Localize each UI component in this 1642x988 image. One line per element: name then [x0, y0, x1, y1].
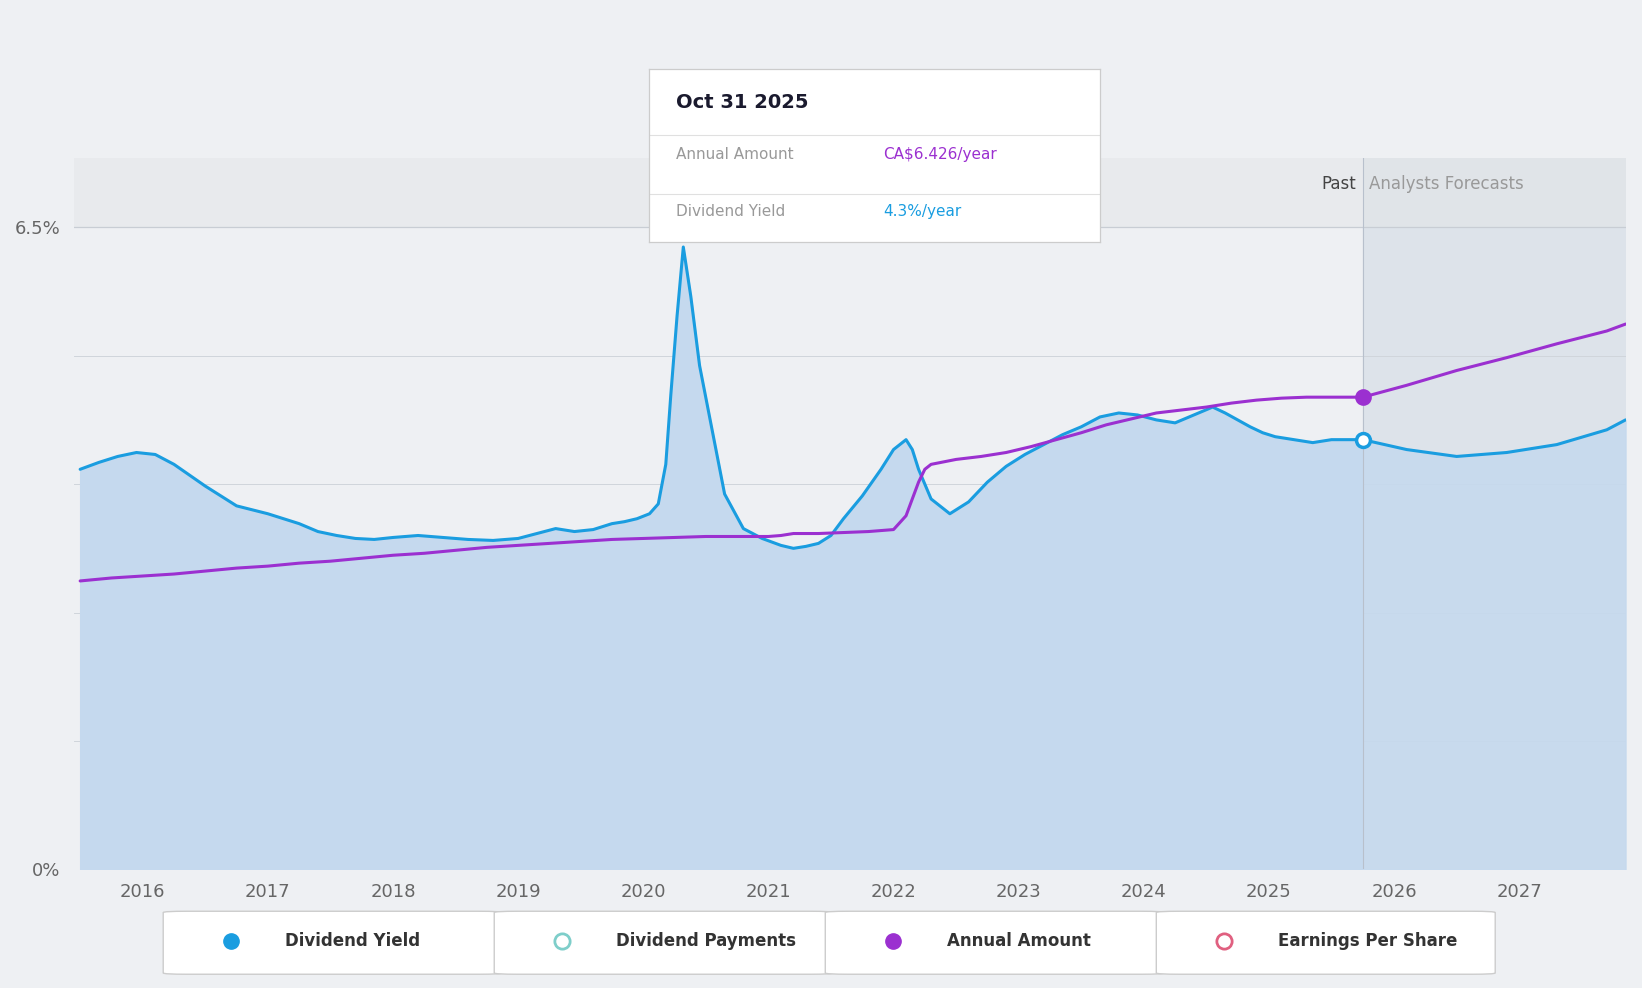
FancyBboxPatch shape — [494, 911, 832, 974]
Text: Earnings Per Share: Earnings Per Share — [1277, 932, 1456, 950]
Text: Dividend Payments: Dividend Payments — [616, 932, 796, 950]
Text: Past: Past — [1322, 175, 1356, 193]
Text: Dividend Yield: Dividend Yield — [677, 205, 785, 219]
Text: Dividend Yield: Dividend Yield — [284, 932, 420, 950]
FancyBboxPatch shape — [1156, 911, 1496, 974]
FancyBboxPatch shape — [163, 911, 502, 974]
Bar — [74, 158, 1626, 227]
Bar — [1363, 158, 1626, 227]
Text: Oct 31 2025: Oct 31 2025 — [677, 94, 808, 113]
Text: Annual Amount: Annual Amount — [947, 932, 1090, 950]
Text: Annual Amount: Annual Amount — [677, 147, 793, 162]
Bar — [1363, 158, 1626, 869]
FancyBboxPatch shape — [826, 911, 1164, 974]
Text: CA$6.426/year: CA$6.426/year — [883, 147, 997, 162]
Text: 4.3%/year: 4.3%/year — [883, 205, 962, 219]
Text: Analysts Forecasts: Analysts Forecasts — [1369, 175, 1524, 193]
